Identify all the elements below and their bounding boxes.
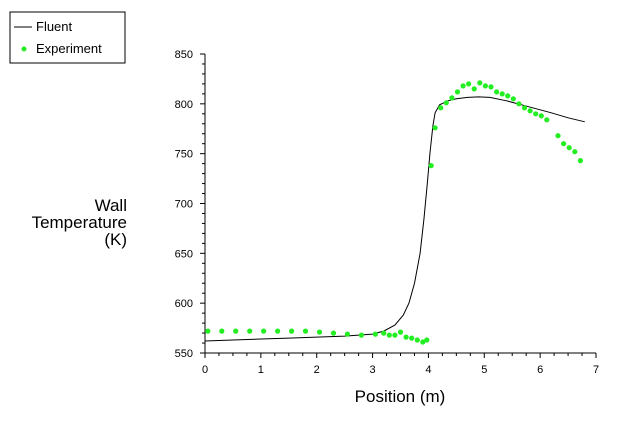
y-tick-label: 600 bbox=[175, 298, 193, 310]
experiment-point bbox=[460, 83, 466, 89]
experiment-point bbox=[261, 328, 267, 334]
experiment-point bbox=[403, 334, 409, 340]
y-tick-label: 850 bbox=[175, 49, 193, 61]
y-tick-label: 700 bbox=[175, 199, 193, 211]
experiment-point bbox=[510, 96, 516, 102]
experiment-point bbox=[392, 332, 398, 338]
y-tick-label: 750 bbox=[175, 149, 193, 161]
x-axis-title: Position (m) bbox=[355, 387, 446, 406]
y-tick-label: 550 bbox=[175, 348, 193, 360]
experiment-point bbox=[482, 83, 488, 89]
series-layer bbox=[204, 80, 585, 345]
x-tick-label: 1 bbox=[258, 364, 264, 376]
experiment-point bbox=[499, 91, 505, 97]
experiment-point bbox=[372, 331, 378, 337]
experiment-point bbox=[432, 125, 438, 131]
experiment-point bbox=[438, 105, 444, 111]
experiment-point bbox=[397, 329, 404, 335]
experiment-point bbox=[330, 330, 337, 336]
experiment-point bbox=[386, 332, 392, 338]
y-axis-title-line-1: Wall bbox=[95, 196, 127, 215]
y-axis-title-line-2: Temperature bbox=[32, 213, 127, 232]
legend: Fluent Experiment bbox=[9, 11, 126, 64]
x-tick-label: 4 bbox=[425, 364, 431, 376]
experiment-point bbox=[538, 113, 544, 119]
experiment-point bbox=[577, 158, 584, 164]
experiment-point bbox=[409, 335, 415, 341]
y-tick-label: 800 bbox=[175, 99, 193, 111]
legend-fluent-label: Fluent bbox=[36, 19, 73, 34]
legend-experiment-label: Experiment bbox=[36, 41, 102, 56]
experiment-point bbox=[505, 93, 511, 99]
experiment-point bbox=[527, 108, 533, 114]
legend-experiment-marker bbox=[21, 46, 27, 52]
experiment-point bbox=[428, 163, 434, 169]
axes bbox=[204, 54, 596, 354]
experiment-point bbox=[566, 145, 572, 151]
experiment-point bbox=[454, 89, 461, 95]
experiment-point bbox=[521, 105, 528, 111]
experiment-point bbox=[289, 328, 295, 334]
experiment-point bbox=[494, 89, 500, 95]
experiment-point bbox=[572, 149, 578, 155]
experiment-point bbox=[205, 328, 211, 334]
x-tick-label: 0 bbox=[202, 364, 208, 376]
x-tick-label: 7 bbox=[593, 364, 599, 376]
experiment-point bbox=[443, 100, 449, 106]
experiment-point bbox=[233, 328, 239, 334]
y-ticks: 550 600 650 700 750 800 850 bbox=[175, 49, 205, 360]
experiment-point bbox=[420, 339, 426, 345]
x-tick-label: 3 bbox=[370, 364, 376, 376]
experiment-point bbox=[275, 328, 281, 334]
experiment-point bbox=[471, 86, 477, 92]
y-axis-title: Wall Temperature (K) bbox=[32, 196, 127, 249]
legend-box bbox=[9, 11, 126, 64]
experiment-point bbox=[516, 101, 522, 107]
experiment-point bbox=[344, 331, 350, 337]
experiment-point bbox=[561, 141, 567, 147]
x-tick-label: 2 bbox=[314, 364, 320, 376]
experiment-point bbox=[555, 133, 561, 139]
experiment-point bbox=[449, 95, 455, 101]
experiment-point bbox=[544, 117, 550, 123]
experiment-point bbox=[302, 328, 309, 334]
x-ticks: 0 1 2 3 4 5 6 7 bbox=[202, 353, 599, 376]
experiment-point bbox=[316, 329, 323, 335]
experiment-point bbox=[219, 328, 225, 334]
experiment-point bbox=[358, 332, 364, 338]
experiment-point bbox=[488, 84, 494, 90]
x-tick-label: 5 bbox=[481, 364, 487, 376]
experiment-point bbox=[477, 80, 483, 86]
series-line-fluent bbox=[204, 96, 585, 342]
x-tick-label: 6 bbox=[537, 364, 543, 376]
experiment-point bbox=[414, 337, 420, 343]
experiment-point bbox=[381, 330, 387, 336]
experiment-point bbox=[466, 81, 472, 87]
experiment-point bbox=[247, 328, 253, 334]
experiment-point bbox=[533, 111, 539, 117]
y-tick-label: 650 bbox=[175, 248, 193, 260]
y-axis-title-line-3: (K) bbox=[104, 230, 127, 249]
experiment-point bbox=[424, 337, 430, 343]
